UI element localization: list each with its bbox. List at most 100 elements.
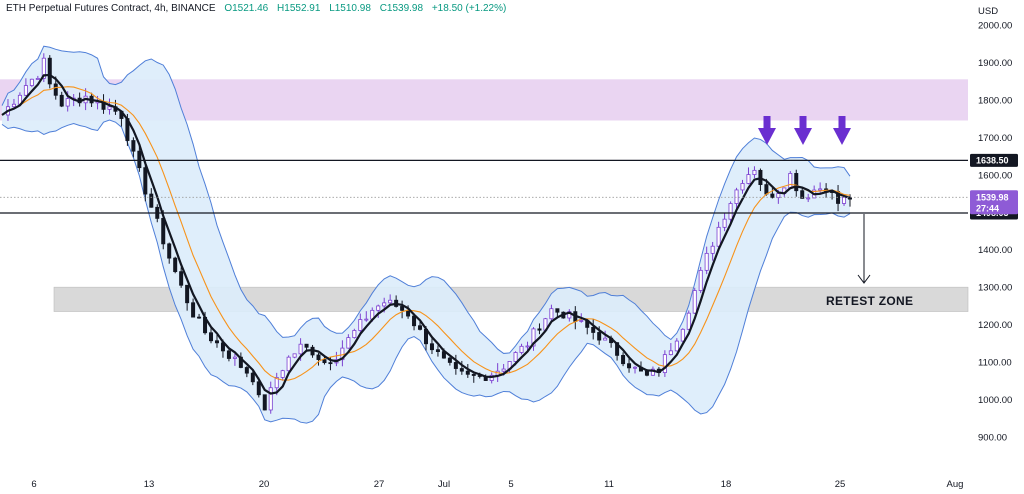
x-tick-label: 11 [604, 479, 614, 490]
candle-body [531, 328, 536, 347]
ohlc-change: +18.50 (+1.22%) [431, 3, 507, 14]
candle-body [644, 370, 649, 376]
candle-body [579, 320, 584, 322]
y-tick-label: 1200.00 [978, 320, 1012, 331]
candle-body [501, 368, 506, 372]
candle-body [137, 150, 142, 169]
current-price-tag-bg [970, 190, 1018, 215]
candle-body [107, 106, 112, 110]
candle-body [662, 354, 667, 374]
candle-body [412, 315, 417, 327]
candle-body [286, 356, 291, 372]
candle-body [250, 372, 255, 383]
candle-body [842, 197, 847, 204]
candle-body [322, 359, 327, 364]
candle-body [316, 354, 321, 360]
candle-body [525, 345, 530, 348]
down-arrow-1 [758, 116, 776, 145]
y-tick-label: 1700.00 [978, 133, 1012, 144]
candle-body [382, 302, 387, 307]
candle-body [471, 373, 476, 376]
y-tick-label: 2000.00 [978, 21, 1012, 32]
candle-body [674, 340, 679, 352]
candle-body [519, 345, 524, 353]
down-arrow-3 [833, 116, 851, 145]
candle-body [376, 305, 381, 311]
ohlc-close: C1539.98 [379, 3, 424, 14]
candle-body [680, 328, 685, 342]
ma-fast-line [1, 73, 851, 395]
candle-body [800, 190, 805, 199]
candle-body [35, 78, 40, 80]
currency-label: USD [978, 6, 998, 17]
candle-body [692, 290, 697, 314]
candle-body [549, 308, 554, 320]
candle-body [806, 197, 811, 200]
candle-body [29, 78, 34, 86]
candle-body [346, 337, 351, 349]
candle-body [698, 269, 703, 291]
candle-body [179, 271, 184, 286]
candle-body [752, 169, 757, 175]
arrow-head [794, 128, 812, 145]
candle-body [716, 226, 721, 247]
ma-slow-line [1, 86, 851, 381]
current-price-text: 1539.98 [976, 192, 1009, 202]
y-tick-label: 1400.00 [978, 245, 1012, 256]
candle-body [65, 98, 70, 107]
candle-body [650, 368, 655, 376]
candle-body [794, 173, 799, 192]
resistance-price-tag-text: 1638.50 [976, 156, 1009, 166]
candle-body [453, 362, 458, 369]
x-tick-label: 18 [721, 479, 732, 490]
candle-body [298, 343, 303, 355]
candle-body [358, 319, 363, 331]
x-tick-label: Jul [438, 479, 450, 490]
candle-body [328, 362, 333, 365]
x-tick-label: 5 [508, 479, 513, 490]
candle-body [633, 366, 638, 369]
candle-body [292, 353, 297, 358]
arrow-shaft [799, 116, 807, 129]
y-tick-label: 1600.00 [978, 170, 1012, 181]
candle-body [435, 349, 440, 353]
ohlc-open: O1521.46 [224, 3, 269, 14]
candle-body [770, 193, 775, 199]
candle-body [722, 218, 727, 228]
x-tick-label: 20 [259, 479, 270, 490]
candle-body [256, 381, 261, 396]
candle-body [388, 299, 393, 304]
symbol-title: ETH Perpetual Futures Contract, 4h, BINA… [6, 3, 216, 14]
candle-body [226, 350, 231, 359]
countdown-text: 27:44 [976, 203, 999, 213]
candle-body [173, 257, 178, 273]
candle-body [704, 252, 709, 271]
retest-zone-label: RETEST ZONE [826, 294, 913, 308]
resistance-price-tag-bg [970, 153, 1018, 167]
candle-body [167, 243, 172, 259]
retest-arrow-head [857, 274, 871, 284]
candle-body [400, 306, 405, 311]
candle-body [274, 377, 279, 389]
ohlc-high: H1552.91 [277, 3, 321, 14]
candle-body [818, 188, 823, 191]
chart-header: ETH Perpetual Futures Contract, 4h, BINA… [6, 3, 506, 14]
resistance-price-tag: 1638.50 [970, 153, 1018, 167]
arrow-shaft [763, 116, 771, 129]
down-arrow-2 [794, 116, 812, 145]
y-tick-label: 1800.00 [978, 95, 1012, 106]
candle-body [465, 370, 470, 375]
x-tick-label: 27 [374, 479, 385, 490]
candle-body [627, 363, 632, 369]
candle-body [597, 332, 602, 341]
arrow-head [833, 128, 851, 145]
candle-body [244, 367, 249, 374]
candle-body [555, 308, 560, 313]
candle-body [47, 57, 52, 85]
candle-body [149, 193, 154, 208]
candle-body [214, 340, 219, 344]
candle-body [591, 326, 596, 333]
